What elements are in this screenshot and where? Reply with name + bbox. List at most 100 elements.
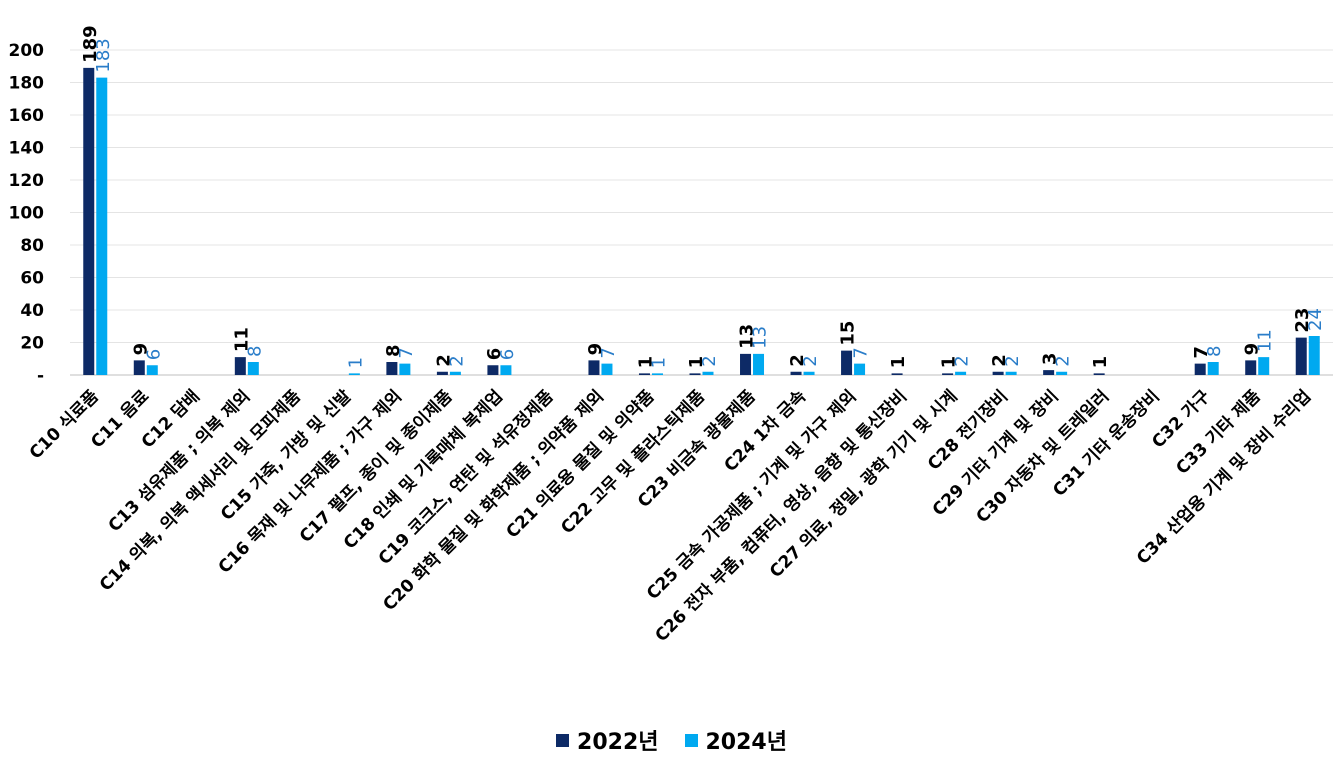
y-tick-label: 80 xyxy=(20,236,44,256)
bar-2022 xyxy=(942,373,954,375)
bar-2022 xyxy=(841,350,853,375)
y-tick-label: - xyxy=(37,366,44,386)
y-tick-label: 200 xyxy=(9,41,45,61)
data-label-2022: 1 xyxy=(888,356,909,369)
bar-2024 xyxy=(854,363,866,375)
bar-2022 xyxy=(386,362,398,375)
legend: 2022년 2024년 xyxy=(0,722,1343,758)
data-label-2022: 9 xyxy=(585,343,606,356)
data-label-2022: 9 xyxy=(1242,343,1263,356)
bar-2022 xyxy=(689,373,701,375)
bar-2022 xyxy=(588,360,600,375)
data-label-2022: 15 xyxy=(838,321,859,346)
data-label-2024: 7 xyxy=(851,347,872,358)
bar-2022 xyxy=(740,353,752,375)
data-label-2024: 7 xyxy=(396,347,417,358)
legend-swatch-2024 xyxy=(684,733,698,747)
bar-2024 xyxy=(753,353,765,375)
bar-2022 xyxy=(891,373,903,375)
bar-2024 xyxy=(96,77,108,375)
bar-2022 xyxy=(487,365,499,375)
y-tick-label: 140 xyxy=(9,139,45,159)
bar-2022 xyxy=(1245,360,1257,375)
y-tick-label: 100 xyxy=(9,204,45,224)
bar-2022 xyxy=(992,371,1004,375)
bar-2024 xyxy=(247,362,259,375)
bar-2024 xyxy=(348,373,360,375)
data-label-2024: 2 xyxy=(952,355,973,366)
legend-swatch-2022 xyxy=(556,733,570,747)
bar-2022 xyxy=(790,371,802,375)
data-label-2022: 23 xyxy=(1292,308,1313,333)
bar-2022 xyxy=(1194,363,1206,375)
data-label-2024: 1 xyxy=(345,357,366,368)
bar-2022 xyxy=(436,371,448,375)
bar-2024 xyxy=(449,371,461,375)
bar-2024 xyxy=(1258,357,1270,375)
bar-2024 xyxy=(399,363,411,375)
data-label-2024: 2 xyxy=(1053,355,1074,366)
data-label-2024: 8 xyxy=(1204,346,1225,357)
data-label-2024: 183 xyxy=(93,38,114,72)
bar-2022 xyxy=(1295,337,1307,375)
data-label-2024: 24 xyxy=(1305,308,1326,331)
legend-item-2022: 2022년 xyxy=(556,724,659,756)
bar-2024 xyxy=(1005,371,1017,375)
y-tick-label: 20 xyxy=(20,334,44,354)
data-label-2024: 6 xyxy=(497,349,518,360)
data-label-2024: 11 xyxy=(1255,329,1276,352)
data-label-2022: 2 xyxy=(433,354,454,367)
data-label-2022: 13 xyxy=(737,324,758,349)
data-label-2022: 2 xyxy=(787,354,808,367)
data-label-2024: 8 xyxy=(244,346,265,357)
bar-2024 xyxy=(1308,336,1320,375)
bar-2022 xyxy=(1043,370,1055,375)
bar-2024 xyxy=(1056,371,1068,375)
data-label-2022: 1 xyxy=(939,356,960,369)
data-label-2022: 6 xyxy=(484,348,505,361)
data-label-2022: 1 xyxy=(686,356,707,369)
data-label-2024: 6 xyxy=(143,349,164,360)
y-tick-label: 40 xyxy=(20,301,44,321)
y-tick-label: 120 xyxy=(9,171,45,191)
y-tick-label: 160 xyxy=(9,106,45,126)
bar-2024 xyxy=(651,373,663,375)
y-tick-label: 180 xyxy=(9,74,45,94)
data-label-2022: 1 xyxy=(635,356,656,369)
y-tick-label: 60 xyxy=(20,269,44,289)
data-label-2022: 1 xyxy=(1090,356,1111,369)
bar-2024 xyxy=(146,365,158,375)
data-label-2024: 2 xyxy=(446,355,467,366)
x-tick-label: C16 목재 및 나무제품 ; 가구 제외 xyxy=(215,386,406,577)
bar-2024 xyxy=(601,363,613,375)
bar-2022 xyxy=(1093,373,1105,375)
bar-2024 xyxy=(803,371,815,375)
data-label-2024: 2 xyxy=(699,355,720,366)
data-label-2022: 7 xyxy=(1191,346,1212,359)
data-label-2024: 2 xyxy=(800,355,821,366)
bar-2024 xyxy=(500,365,512,375)
gridlines xyxy=(70,49,1333,376)
legend-label-2022: 2022년 xyxy=(577,730,659,755)
y-axis: - 20 40 60 80 100 120 140 160 180 200 xyxy=(9,41,45,386)
data-label-2022: 8 xyxy=(383,344,404,357)
data-label-2022: 189 xyxy=(80,25,101,63)
bar-2022 xyxy=(638,373,650,375)
data-label-2024: 13 xyxy=(750,326,771,349)
bars xyxy=(83,67,1320,375)
data-label-2024: 2 xyxy=(1002,355,1023,366)
legend-item-2024: 2024년 xyxy=(684,724,787,756)
bar-2024 xyxy=(955,371,967,375)
bar-2024 xyxy=(1207,362,1219,375)
legend-label-2024: 2024년 xyxy=(705,730,787,755)
data-label-2022: 11 xyxy=(231,327,252,352)
data-label-2022: 2 xyxy=(989,354,1010,367)
data-label-2022: 9 xyxy=(130,343,151,356)
x-tick-label: C10 식료품 xyxy=(26,386,103,463)
bar-2024 xyxy=(702,371,714,375)
data-label-2024: 1 xyxy=(648,357,669,368)
bar-2022 xyxy=(234,357,246,375)
